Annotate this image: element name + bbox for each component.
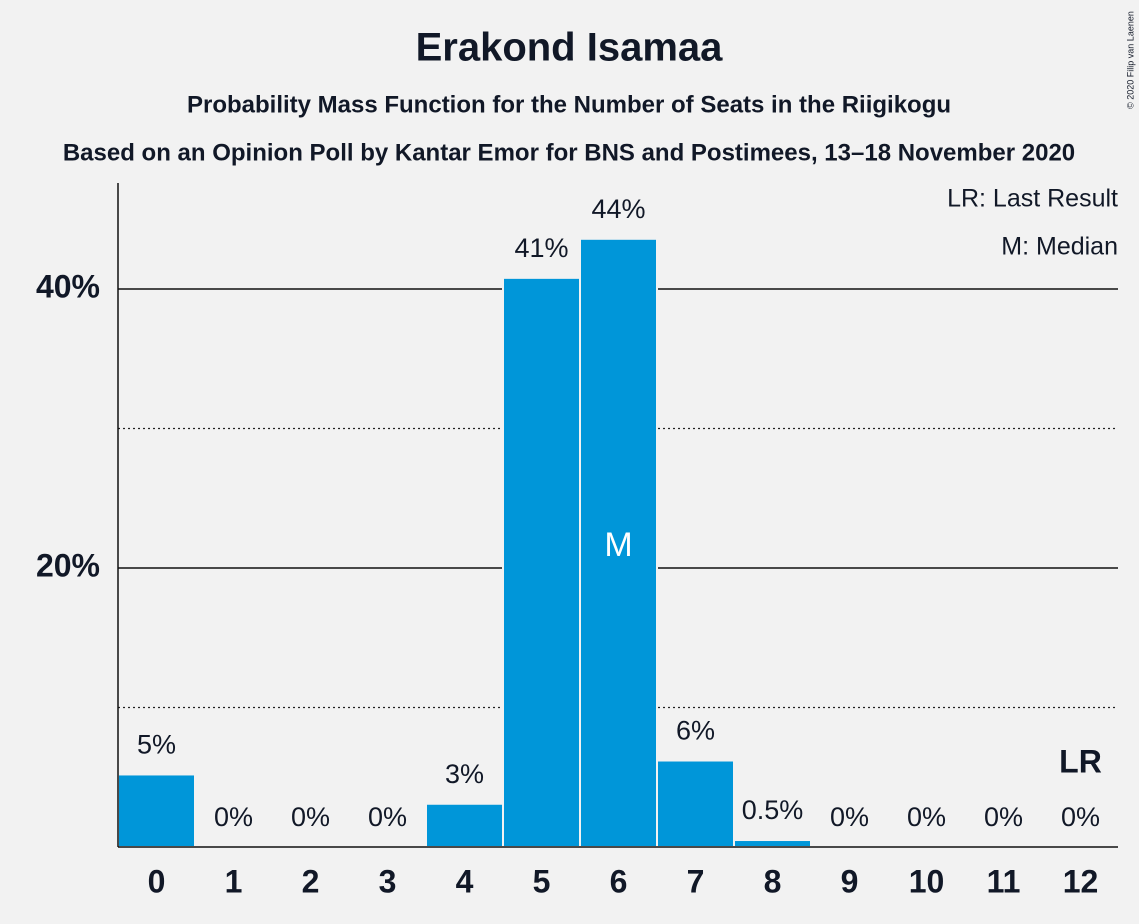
y-tick-label: 20% [36,547,100,583]
chart-subtitle: Probability Mass Function for the Number… [187,91,951,118]
bar [425,802,504,848]
x-tick-label: 7 [687,863,705,899]
value-label: 44% [591,194,645,224]
value-label: 0.5% [742,795,804,825]
value-label: 0% [830,802,869,832]
value-label: 0% [984,802,1023,832]
y-tick-label: 40% [36,268,100,304]
x-tick-label: 4 [456,863,474,899]
value-label: 0% [907,802,946,832]
value-label: 0% [214,802,253,832]
x-tick-label: 5 [533,863,551,899]
value-label: 6% [676,716,715,746]
x-tick-label: 6 [610,863,628,899]
median-marker: M [604,526,632,564]
value-label: 0% [291,802,330,832]
bar [117,773,196,848]
value-label: 5% [137,730,176,760]
value-label: 3% [445,759,484,789]
chart-subtitle: Based on an Opinion Poll by Kantar Emor … [63,139,1075,166]
x-tick-label: 0 [148,863,166,899]
copyright: © 2020 Filip van Laenen [1125,11,1135,109]
x-tick-label: 9 [841,863,859,899]
x-tick-label: 10 [909,863,945,899]
x-tick-label: 3 [379,863,397,899]
x-tick-label: 2 [302,863,320,899]
last-result-marker: LR [1059,743,1102,779]
bar [656,759,735,849]
x-tick-label: 11 [987,863,1021,899]
x-tick-label: 1 [225,863,243,899]
bar [733,839,812,848]
value-label: 0% [1061,802,1100,832]
bar [579,237,658,848]
bar [502,276,581,849]
legend-entry: LR: Last Result [947,185,1118,213]
value-label: 41% [514,233,568,263]
chart-title: Erakond Isamaa [416,26,724,70]
legend-entry: M: Median [1001,233,1118,261]
x-tick-label: 8 [764,863,782,899]
x-tick-label: 12 [1063,863,1099,899]
value-label: 0% [368,802,407,832]
